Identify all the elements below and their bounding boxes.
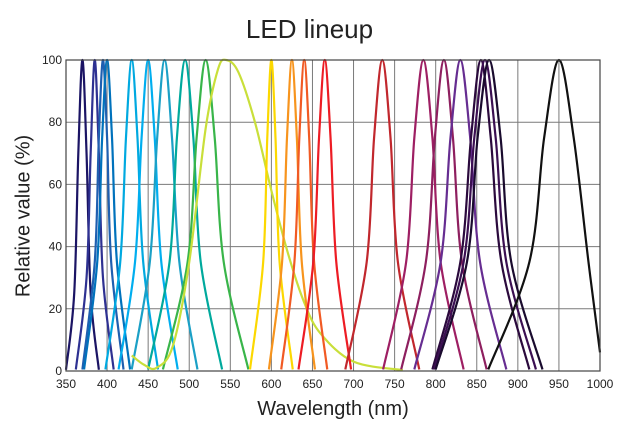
y-axis-label: Relative value (%) [12,134,35,298]
series-line-470nm [130,58,199,370]
x-tick-label-10: 850 [467,377,487,391]
x-tick-label-3: 500 [179,377,199,391]
series-line-665nm [297,58,353,370]
y-tick-label-4: 80 [49,115,63,129]
x-tick-label-13: 1000 [587,377,614,391]
series-line-385nm [74,58,115,370]
x-tick-labels: 350 400 450 500 550 600 650 700 750 800 850 900 950 1… [56,377,614,391]
series-line-735nm [344,58,421,370]
spectrum-series-group [64,58,602,372]
x-tick-label-7: 700 [344,377,364,391]
x-tick-label-0: 350 [56,377,76,391]
x-tick-label-1: 400 [97,377,117,391]
series-line-865nm [434,58,544,370]
y-tick-label-5: 100 [42,53,62,67]
x-tick-label-12: 950 [549,377,569,391]
x-axis-label: Wavelength (nm) [257,398,409,420]
y-tick-labels: 0 20 40 60 80 100 [42,53,62,378]
y-tick-label-2: 40 [49,240,63,254]
axes-group [65,59,601,372]
x-tick-label-8: 750 [385,377,405,391]
x-tick-label-5: 600 [261,377,281,391]
series-line-545nm [131,58,404,372]
x-tick-label-4: 550 [220,377,240,391]
y-tick-label-3: 60 [49,177,63,191]
x-tick-label-9: 800 [426,377,446,391]
y-tick-label-0: 0 [55,364,62,378]
x-tick-label-2: 450 [138,377,158,391]
y-tick-label-1: 20 [49,302,63,316]
chart-title: LED lineup [245,14,374,44]
plot-frame [65,59,601,372]
x-tick-label-11: 900 [508,377,528,391]
x-tick-label-6: 650 [302,377,322,391]
series-line-430nm [104,58,160,370]
